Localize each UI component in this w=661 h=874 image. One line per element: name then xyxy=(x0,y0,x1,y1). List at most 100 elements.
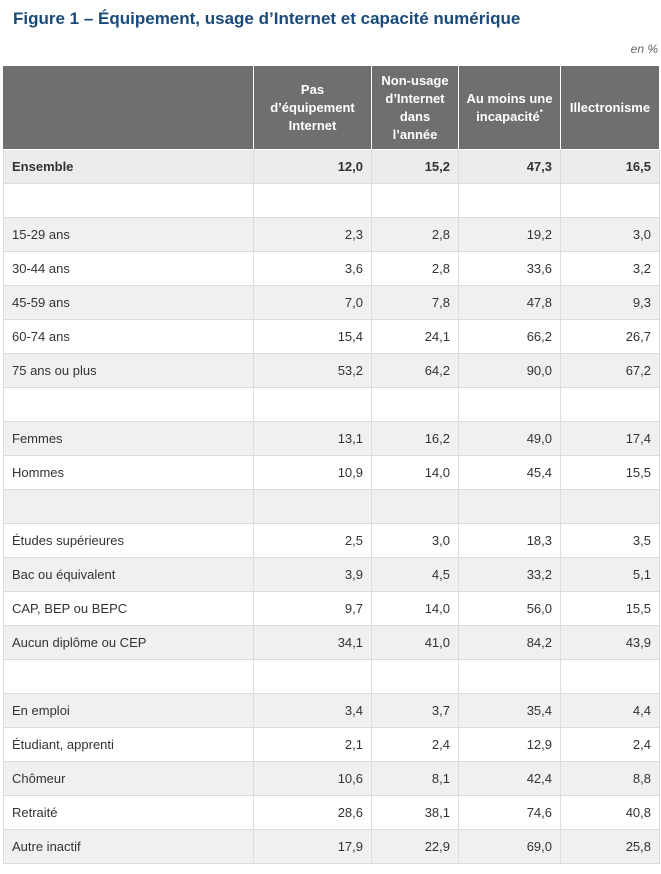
cell-non-usage: 2,4 xyxy=(371,727,459,762)
data-table: Pas d’équipement Internet Non-usage d’In… xyxy=(3,65,660,864)
table-row: En emploi 3,4 3,7 35,4 4,4 xyxy=(3,693,660,728)
cell-pas-equipement: 17,9 xyxy=(253,829,372,864)
cell-pas-equipement: 3,9 xyxy=(253,557,372,592)
cell-incapacite: 69,0 xyxy=(458,829,561,864)
row-label: Hommes xyxy=(3,455,254,490)
cell-illectronisme: 43,9 xyxy=(560,625,660,660)
row-label: Études supérieures xyxy=(3,523,254,558)
table-row: Autre inactif 17,9 22,9 69,0 25,8 xyxy=(3,829,660,864)
cell-incapacite: 33,2 xyxy=(458,557,561,592)
table-row: 45-59 ans 7,0 7,8 47,8 9,3 xyxy=(3,285,660,320)
cell-non-usage: 14,0 xyxy=(371,455,459,490)
row-label: Retraité xyxy=(3,795,254,830)
cell-pas-equipement: 15,4 xyxy=(253,319,372,354)
spacer-row xyxy=(3,489,660,524)
header-non-usage: Non-usage d’Internet dans l’année xyxy=(371,65,459,150)
table-row: Études supérieures 2,5 3,0 18,3 3,5 xyxy=(3,523,660,558)
cell-pas-equipement: 10,9 xyxy=(253,455,372,490)
row-label: Autre inactif xyxy=(3,829,254,864)
cell-incapacite: 56,0 xyxy=(458,591,561,626)
cell-illectronisme: 16,5 xyxy=(560,149,660,184)
cell-illectronisme: 25,8 xyxy=(560,829,660,864)
cell-incapacite: 19,2 xyxy=(458,217,561,252)
cell-non-usage: 3,0 xyxy=(371,523,459,558)
cell-pas-equipement: 2,5 xyxy=(253,523,372,558)
header-illectronisme: Illectronisme xyxy=(560,65,660,150)
cell-illectronisme: 67,2 xyxy=(560,353,660,388)
cell-non-usage: 41,0 xyxy=(371,625,459,660)
table-row: 30-44 ans 3,6 2,8 33,6 3,2 xyxy=(3,251,660,286)
cell-pas-equipement: 7,0 xyxy=(253,285,372,320)
table-row: 60-74 ans 15,4 24,1 66,2 26,7 xyxy=(3,319,660,354)
row-label: Ensemble xyxy=(3,149,254,184)
cell-illectronisme: 4,4 xyxy=(560,693,660,728)
header-au-moins-une-incapacite-text: Au moins une incapacité xyxy=(466,90,553,124)
table-row: Ensemble 12,0 15,2 47,3 16,5 xyxy=(3,149,660,184)
row-label: 60-74 ans xyxy=(3,319,254,354)
row-label: Chômeur xyxy=(3,761,254,796)
cell-pas-equipement: 3,6 xyxy=(253,251,372,286)
cell-non-usage: 3,7 xyxy=(371,693,459,728)
cell-pas-equipement: 9,7 xyxy=(253,591,372,626)
cell-non-usage: 16,2 xyxy=(371,421,459,456)
cell-incapacite: 47,8 xyxy=(458,285,561,320)
cell-incapacite: 90,0 xyxy=(458,353,561,388)
spacer-row xyxy=(3,183,660,218)
cell-illectronisme: 15,5 xyxy=(560,591,660,626)
cell-pas-equipement: 10,6 xyxy=(253,761,372,796)
cell-pas-equipement: 3,4 xyxy=(253,693,372,728)
cell-illectronisme: 26,7 xyxy=(560,319,660,354)
row-label: 45-59 ans xyxy=(3,285,254,320)
cell-illectronisme: 3,0 xyxy=(560,217,660,252)
cell-non-usage: 22,9 xyxy=(371,829,459,864)
cell-non-usage: 7,8 xyxy=(371,285,459,320)
cell-non-usage: 4,5 xyxy=(371,557,459,592)
cell-illectronisme: 8,8 xyxy=(560,761,660,796)
cell-non-usage: 8,1 xyxy=(371,761,459,796)
header-row: Pas d’équipement Internet Non-usage d’In… xyxy=(3,65,660,150)
table-row: Femmes 13,1 16,2 49,0 17,4 xyxy=(3,421,660,456)
row-label: 15-29 ans xyxy=(3,217,254,252)
cell-incapacite: 84,2 xyxy=(458,625,561,660)
spacer-row xyxy=(3,387,660,422)
row-label: En emploi xyxy=(3,693,254,728)
cell-incapacite: 12,9 xyxy=(458,727,561,762)
row-label: Bac ou équivalent xyxy=(3,557,254,592)
cell-illectronisme: 3,2 xyxy=(560,251,660,286)
cell-illectronisme: 9,3 xyxy=(560,285,660,320)
table-row: 75 ans ou plus 53,2 64,2 90,0 67,2 xyxy=(3,353,660,388)
table-row: Hommes 10,9 14,0 45,4 15,5 xyxy=(3,455,660,490)
cell-incapacite: 47,3 xyxy=(458,149,561,184)
cell-illectronisme: 2,4 xyxy=(560,727,660,762)
table-row: Bac ou équivalent 3,9 4,5 33,2 5,1 xyxy=(3,557,660,592)
cell-incapacite: 66,2 xyxy=(458,319,561,354)
row-label: 75 ans ou plus xyxy=(3,353,254,388)
cell-incapacite: 49,0 xyxy=(458,421,561,456)
table-row: Aucun diplôme ou CEP 34,1 41,0 84,2 43,9 xyxy=(3,625,660,660)
cell-non-usage: 2,8 xyxy=(371,217,459,252)
table-row: Étudiant, apprenti 2,1 2,4 12,9 2,4 xyxy=(3,727,660,762)
cell-illectronisme: 17,4 xyxy=(560,421,660,456)
cell-incapacite: 42,4 xyxy=(458,761,561,796)
cell-non-usage: 14,0 xyxy=(371,591,459,626)
footnote-mark: * xyxy=(539,107,543,117)
cell-pas-equipement: 2,1 xyxy=(253,727,372,762)
cell-illectronisme: 15,5 xyxy=(560,455,660,490)
row-label: CAP, BEP ou BEPC xyxy=(3,591,254,626)
cell-pas-equipement: 28,6 xyxy=(253,795,372,830)
cell-illectronisme: 40,8 xyxy=(560,795,660,830)
cell-incapacite: 45,4 xyxy=(458,455,561,490)
header-au-moins-une-incapacite: Au moins une incapacité* xyxy=(458,65,561,150)
row-label: Femmes xyxy=(3,421,254,456)
cell-non-usage: 15,2 xyxy=(371,149,459,184)
cell-pas-equipement: 34,1 xyxy=(253,625,372,660)
cell-illectronisme: 3,5 xyxy=(560,523,660,558)
row-label: 30-44 ans xyxy=(3,251,254,286)
cell-illectronisme: 5,1 xyxy=(560,557,660,592)
table-row: CAP, BEP ou BEPC 9,7 14,0 56,0 15,5 xyxy=(3,591,660,626)
row-label: Aucun diplôme ou CEP xyxy=(3,625,254,660)
cell-pas-equipement: 53,2 xyxy=(253,353,372,388)
cell-incapacite: 35,4 xyxy=(458,693,561,728)
table-row: 15-29 ans 2,3 2,8 19,2 3,0 xyxy=(3,217,660,252)
table-row: Retraité 28,6 38,1 74,6 40,8 xyxy=(3,795,660,830)
